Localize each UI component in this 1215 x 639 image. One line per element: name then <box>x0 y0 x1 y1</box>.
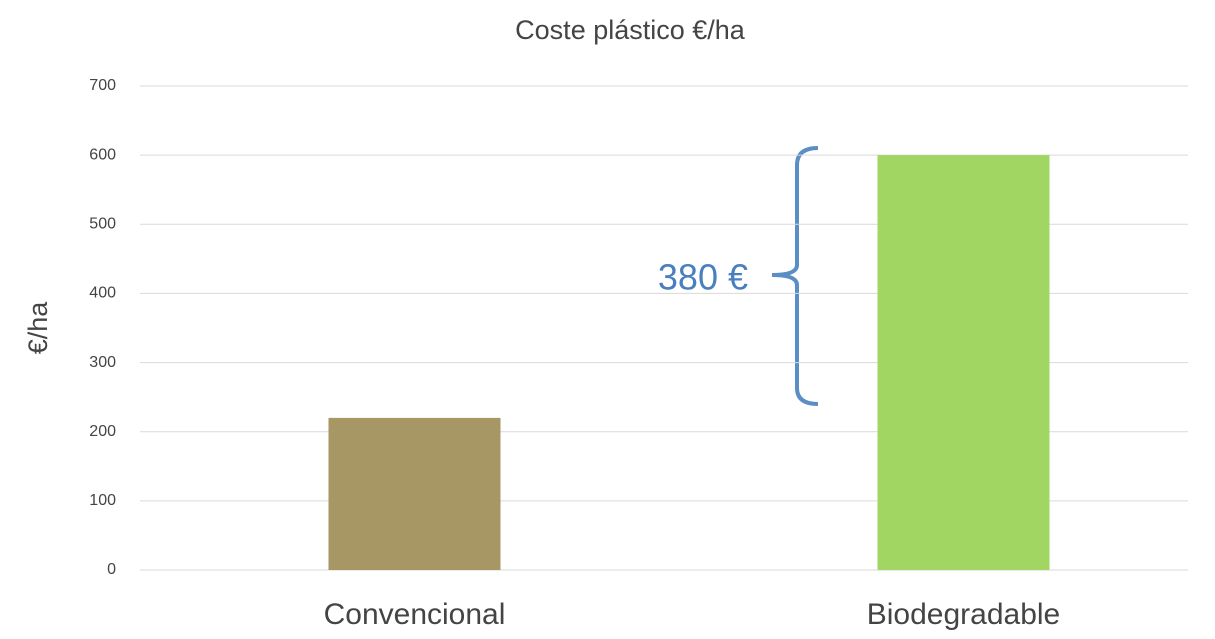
y-tick-label: 100 <box>89 492 116 509</box>
y-tick-label: 400 <box>89 285 116 302</box>
bar <box>877 155 1050 570</box>
bracket <box>771 146 819 406</box>
y-tick-label: 300 <box>89 354 116 371</box>
y-tick-label: 600 <box>89 146 116 163</box>
bar <box>328 417 501 570</box>
y-tick-label: 500 <box>89 216 116 233</box>
annotation: 380 € <box>658 257 748 298</box>
x-tick-label: Convencional <box>324 598 506 631</box>
y-axis-label: €/ha <box>23 301 53 355</box>
chart-title: Coste plástico €/ha <box>515 15 746 45</box>
y-tick-label: 0 <box>107 561 116 578</box>
y-tick-label: 200 <box>89 423 116 440</box>
y-tick-label: 700 <box>89 77 116 94</box>
x-tick-label: Biodegradable <box>867 598 1061 631</box>
